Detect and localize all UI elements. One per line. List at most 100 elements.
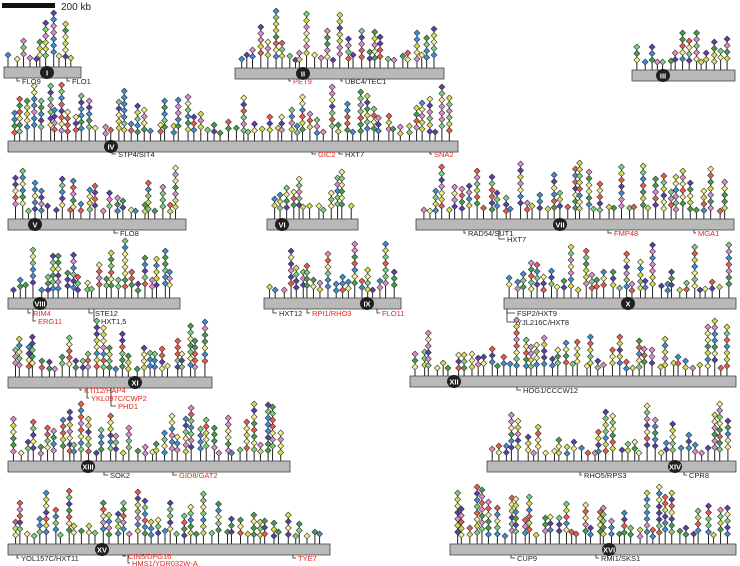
marker-diamond [686, 205, 694, 213]
marker-diamond [271, 286, 279, 294]
marker-diamond [717, 54, 725, 61]
marker-diamond [567, 276, 575, 283]
marker-diamond [363, 125, 371, 132]
marker-diamond [705, 509, 712, 516]
marker-diamond [525, 500, 533, 507]
marker-stack [228, 515, 235, 544]
marker-stack [121, 237, 129, 298]
marker-diamond [134, 508, 142, 515]
marker-diamond [652, 195, 660, 202]
marker-diamond [264, 45, 272, 52]
marker-diamond [107, 256, 115, 263]
marker-diamond [679, 200, 687, 207]
marker-diamond [710, 531, 717, 539]
marker-diamond [54, 285, 62, 292]
marker-diamond [334, 200, 341, 208]
marker-diamond [507, 437, 515, 445]
marker-diamond [118, 337, 126, 344]
marker-diamond [618, 170, 625, 177]
gene-callout: ERG11 [32, 309, 62, 326]
marker-diamond [237, 516, 244, 524]
marker-diamond [159, 203, 167, 210]
marker-diamond [682, 357, 689, 365]
marker-diamond [201, 325, 209, 332]
marker-stack [10, 286, 17, 298]
marker-diamond [97, 446, 105, 453]
marker-stack [161, 97, 169, 141]
marker-stack [384, 55, 392, 68]
marker-diamond [182, 448, 190, 455]
marker-diamond [691, 263, 699, 270]
marker-diamond [423, 34, 431, 42]
marker-diamond [438, 83, 446, 91]
marker-stack [668, 489, 676, 544]
marker-diamond [641, 284, 649, 291]
marker-diamond [659, 58, 666, 66]
marker-diamond [45, 365, 53, 372]
marker-diamond [494, 362, 501, 370]
marker-diamond [438, 176, 446, 184]
marker-diamond [114, 523, 122, 531]
marker-diamond [707, 198, 715, 205]
marker-stack [501, 532, 509, 544]
marker-stack [536, 191, 544, 219]
marker-diamond [620, 516, 628, 523]
marker-stack [19, 167, 27, 219]
marker-diamond [134, 280, 142, 288]
marker-diamond [627, 524, 635, 532]
marker-diamond [323, 34, 331, 41]
marker-diamond [119, 449, 127, 457]
marker-diamond [280, 286, 288, 294]
marker-diamond [141, 261, 149, 268]
marker-stack [438, 163, 446, 219]
marker-diamond [64, 128, 72, 135]
marker-stack [653, 58, 661, 70]
marker-diamond [710, 38, 718, 46]
marker-diamond [287, 273, 295, 281]
gene-callout: FLO11 [376, 309, 404, 318]
marker-diamond [159, 196, 167, 204]
marker-stack [649, 241, 656, 298]
marker-diamond [668, 275, 675, 282]
marker-diamond [550, 191, 558, 198]
marker-diamond [711, 350, 719, 357]
marker-diamond [426, 207, 434, 215]
marker-diamond [30, 102, 38, 109]
marker-diamond [66, 415, 74, 422]
marker-diamond [328, 122, 336, 130]
marker-diamond [144, 179, 152, 187]
marker-diamond [517, 180, 524, 187]
marker-diamond [244, 530, 252, 538]
marker-stack [451, 183, 459, 219]
marker-diamond [93, 356, 101, 364]
marker-diamond [99, 525, 107, 533]
marker-stack [256, 441, 264, 461]
marker-diamond [382, 273, 390, 280]
marker-stack [578, 444, 585, 461]
gene-label: GIC2 [318, 150, 336, 159]
marker-stack [97, 426, 105, 461]
marker-diamond [344, 120, 351, 127]
marker-diamond [554, 353, 562, 360]
chromosome-numeral: XVI [603, 546, 615, 555]
marker-stack [30, 82, 38, 141]
marker-diamond [315, 202, 323, 210]
marker-stack [115, 98, 123, 141]
marker-stack [240, 94, 248, 141]
marker-diamond [582, 501, 590, 509]
marker-diamond [210, 424, 218, 432]
marker-diamond [473, 167, 481, 175]
marker-diamond [121, 244, 129, 251]
marker-diamond [339, 273, 347, 281]
marker-stack [525, 493, 533, 544]
marker-stack [723, 35, 731, 70]
marker-stack [657, 282, 665, 298]
marker-diamond [236, 446, 244, 454]
marker-stack [548, 267, 555, 298]
marker-diamond [587, 531, 594, 538]
marker-stack [630, 203, 638, 219]
marker-stack [45, 358, 53, 377]
marker-diamond [70, 529, 78, 536]
marker-diamond [588, 271, 596, 279]
marker-stack [292, 532, 300, 544]
